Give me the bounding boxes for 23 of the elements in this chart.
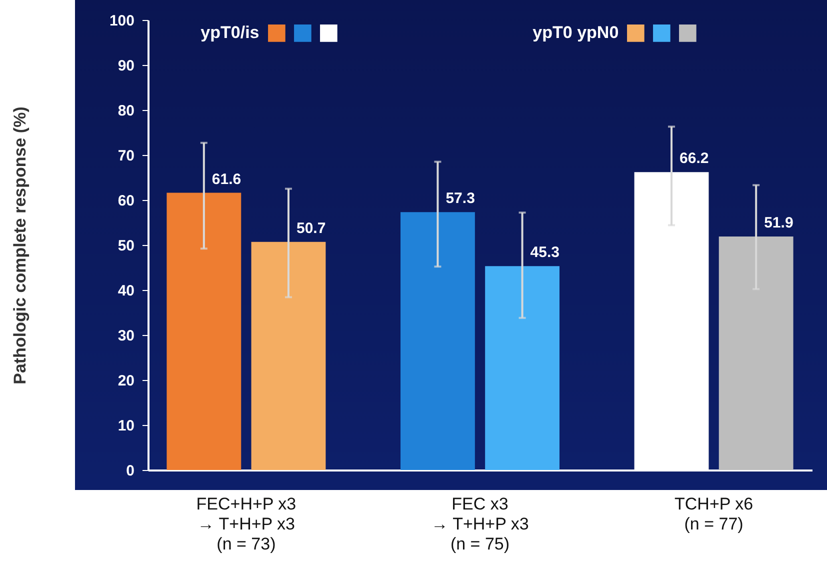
x-tick-label: FEC x3 → T+H+P x3 (n = 75)	[431, 494, 529, 554]
y-axis-title: Pathologic complete response (%)	[10, 106, 30, 384]
legend-label: ypT0 ypN0	[532, 23, 619, 42]
x-tick-label: TCH+P x6 (n = 77)	[674, 494, 754, 534]
y-tick-label: 90	[118, 58, 134, 74]
y-tick-label: 80	[118, 102, 134, 120]
y-tick-label: 70	[118, 148, 134, 164]
y-tick-label: 60	[118, 192, 134, 210]
data-label: 50.7	[296, 220, 326, 237]
y-tick-label: 0	[126, 462, 134, 480]
data-label: 61.6	[212, 170, 242, 188]
y-tick-label: 40	[118, 282, 134, 300]
legend-label: ypT0/is	[200, 23, 260, 42]
y-tick-label: 30	[118, 328, 134, 344]
data-label: 66.2	[680, 150, 709, 168]
data-label: 57.3	[446, 190, 475, 208]
y-tick-label: 10	[118, 418, 134, 434]
y-tick-label: 20	[118, 372, 134, 390]
y-tick-label: 100	[109, 12, 134, 30]
data-label: 45.3	[530, 244, 560, 262]
data-label: 51.9	[764, 214, 794, 232]
x-tick-label: FEC+H+P x3 → T+H+P x3 (n = 73)	[196, 494, 296, 554]
y-tick-label: 50	[118, 238, 134, 254]
